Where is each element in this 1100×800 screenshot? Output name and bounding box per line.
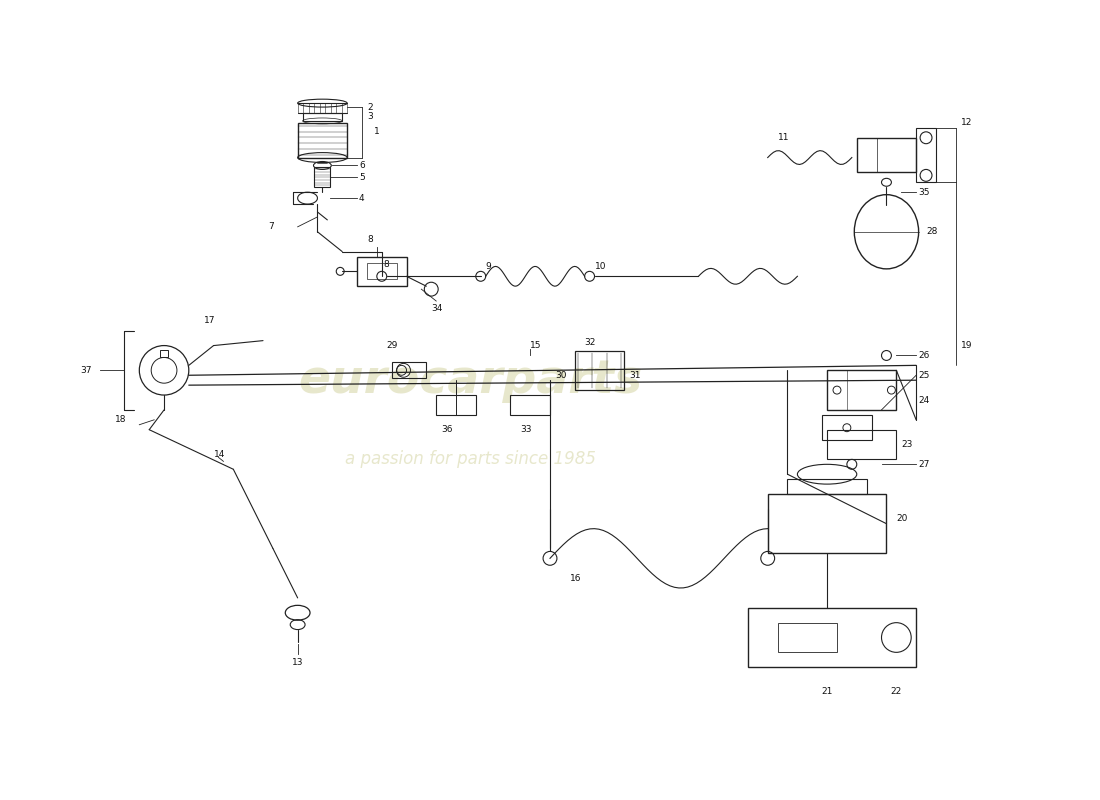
Text: 18: 18 — [114, 415, 126, 424]
Bar — [392, 362, 427, 378]
Bar — [437, 395, 476, 415]
Text: 24: 24 — [918, 395, 930, 405]
Text: 6: 6 — [359, 161, 365, 170]
Bar — [822, 415, 871, 439]
Text: 16: 16 — [570, 574, 581, 582]
Text: 9: 9 — [486, 262, 492, 271]
Text: 34: 34 — [431, 305, 442, 314]
Text: 25: 25 — [918, 370, 930, 380]
Text: 33: 33 — [520, 425, 531, 434]
Text: 31: 31 — [629, 370, 640, 380]
Text: 14: 14 — [213, 450, 224, 459]
Bar — [857, 138, 916, 172]
Text: 17: 17 — [204, 316, 216, 326]
Text: 36: 36 — [441, 425, 452, 434]
Text: 26: 26 — [918, 351, 930, 360]
Bar — [788, 479, 867, 494]
Text: 27: 27 — [918, 460, 930, 469]
Bar — [748, 608, 916, 667]
Text: 37: 37 — [80, 366, 91, 375]
Text: 3: 3 — [367, 113, 373, 122]
Bar — [768, 494, 887, 554]
Bar — [315, 167, 330, 187]
Bar — [367, 263, 397, 279]
Text: 32: 32 — [584, 338, 596, 347]
Text: 13: 13 — [292, 658, 304, 666]
Bar — [510, 395, 550, 415]
Bar — [827, 370, 896, 410]
Text: 8: 8 — [367, 235, 373, 244]
Text: eurocarparts: eurocarparts — [299, 358, 644, 402]
Text: 29: 29 — [387, 341, 398, 350]
Bar — [574, 350, 624, 390]
Text: 10: 10 — [594, 262, 606, 271]
Bar — [161, 350, 168, 358]
Bar — [302, 113, 342, 121]
Bar — [358, 257, 407, 286]
Text: 12: 12 — [960, 118, 972, 127]
Text: 4: 4 — [359, 194, 364, 202]
Text: 20: 20 — [896, 514, 907, 523]
Text: 15: 15 — [530, 341, 541, 350]
Text: 5: 5 — [359, 173, 365, 182]
Bar — [916, 128, 936, 182]
Bar — [298, 123, 348, 158]
Text: 19: 19 — [960, 341, 972, 350]
Text: 8: 8 — [384, 260, 389, 269]
Text: 11: 11 — [778, 134, 789, 142]
Text: 1: 1 — [374, 127, 379, 136]
Text: 30: 30 — [554, 370, 566, 380]
Text: 2: 2 — [367, 102, 373, 111]
Bar — [778, 622, 837, 652]
Text: 35: 35 — [918, 188, 930, 197]
Bar — [827, 430, 896, 459]
Text: 7: 7 — [268, 222, 274, 231]
Text: 21: 21 — [822, 687, 833, 697]
Text: 28: 28 — [926, 227, 937, 236]
Text: a passion for parts since 1985: a passion for parts since 1985 — [345, 450, 596, 468]
Text: 22: 22 — [891, 687, 902, 697]
Text: 23: 23 — [901, 440, 913, 449]
